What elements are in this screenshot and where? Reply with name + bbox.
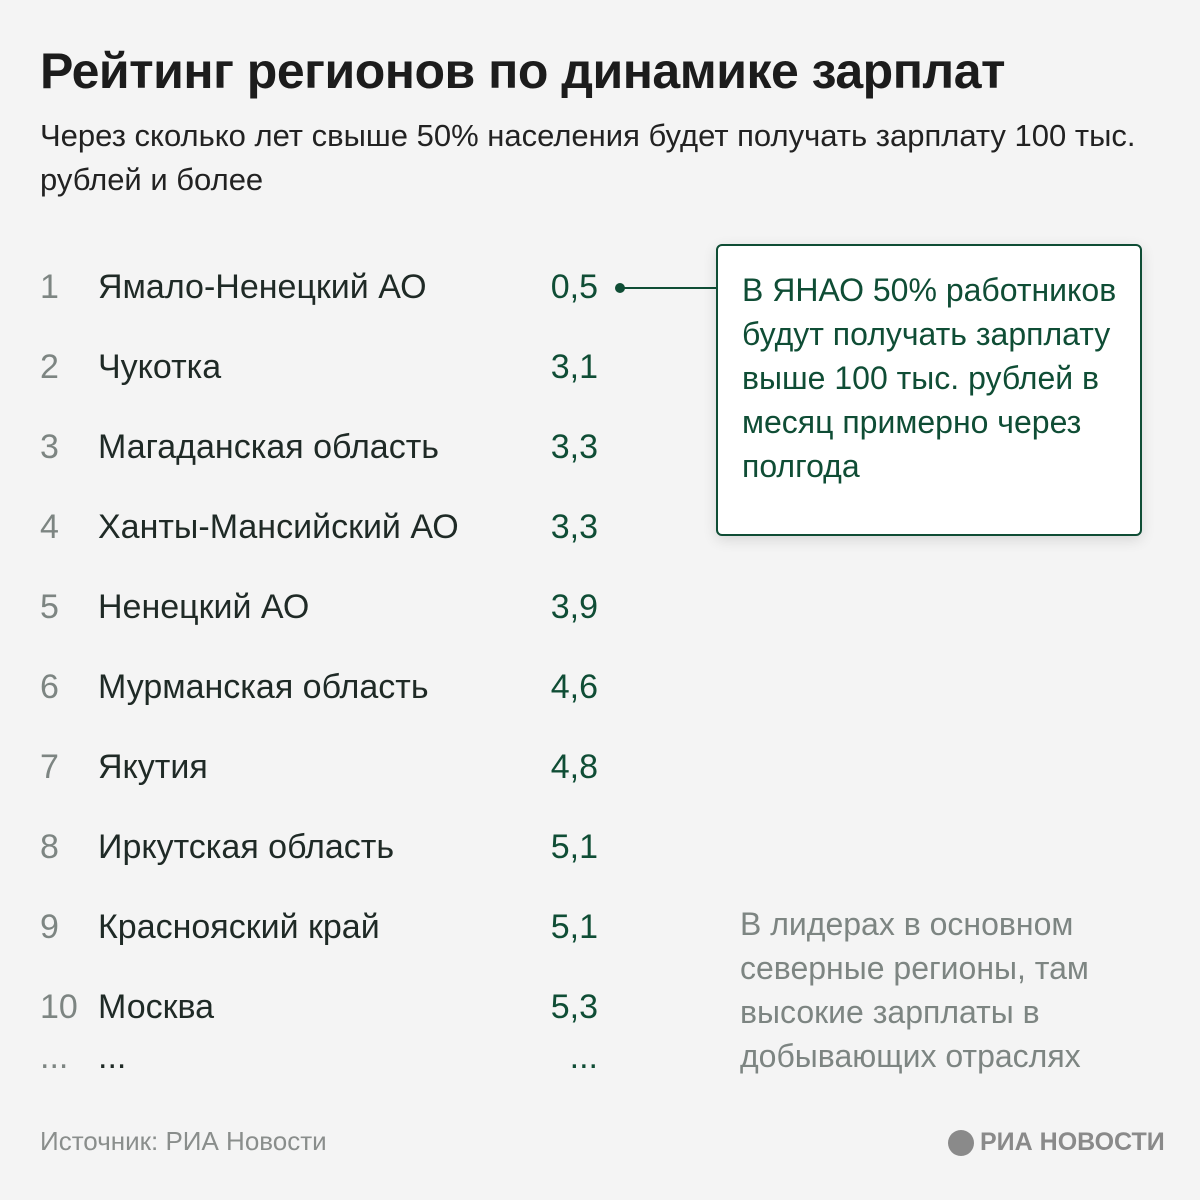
row-rank: 1	[40, 268, 59, 306]
source-text: Источник: РИА Новости	[40, 1126, 327, 1156]
row-rank: 8	[40, 828, 59, 866]
row-name: Ненецкий АО	[98, 588, 310, 626]
row-value: 4,6	[550, 668, 598, 706]
table-row: 5 Ненецкий АО 3,9	[0, 588, 620, 638]
row-value: 0,5	[550, 268, 598, 306]
row-rank: 9	[40, 908, 59, 946]
row-name: Москва	[98, 988, 215, 1026]
row-rank: 5	[40, 588, 59, 626]
row-value: 3,3	[550, 428, 598, 466]
table-row: 3 Магаданская область 3,3	[0, 428, 620, 478]
table-row: 10 Москва 5,3	[0, 988, 620, 1038]
row-name: Мурманская область	[98, 668, 429, 706]
table-row: 1 Ямало-Ненецкий АО 0,5	[0, 268, 620, 318]
table-row: 7 Якутия 4,8	[0, 748, 620, 798]
logo-text: РИА НОВОСТИ	[980, 1128, 1165, 1156]
row-name: Чукотка	[98, 348, 222, 386]
table-row: 8 Иркутская область 5,1	[0, 828, 620, 878]
callout-box: В ЯНАО 50% работников будут получать зар…	[716, 244, 1142, 536]
row-rank: ...	[40, 1038, 69, 1076]
row-name: Ямало-Ненецкий АО	[98, 268, 427, 306]
note-text: В лидерах в основном северные регионы, т…	[740, 906, 1089, 1074]
row-rank: 6	[40, 668, 59, 706]
row-value: 3,9	[550, 588, 598, 626]
subtitle: Через сколько лет свыше 50% населения бу…	[40, 118, 1136, 197]
table-row: .........	[0, 1038, 620, 1088]
globe-icon	[948, 1129, 974, 1156]
row-rank: 4	[40, 508, 59, 546]
page-title: Рейтинг регионов по динамике зарплат	[40, 43, 1005, 99]
row-value: 3,3	[550, 508, 598, 546]
row-value: 5,1	[550, 908, 598, 946]
row-name: Ханты-Мансийский АО	[98, 508, 459, 546]
table-row: 4 Ханты-Мансийский АО 3,3	[0, 508, 620, 558]
row-rank: 7	[40, 748, 59, 786]
table-row: 6 Мурманская область 4,6	[0, 668, 620, 718]
row-value: 4,8	[550, 748, 598, 786]
row-value: 3,1	[550, 348, 598, 386]
ria-logo: РИА НОВОСТИ	[948, 1128, 1165, 1157]
row-name: Якутия	[98, 748, 208, 786]
row-name: ...	[98, 1038, 127, 1076]
row-value: ...	[569, 1038, 598, 1076]
table-row: 2 Чукотка 3,1	[0, 348, 620, 398]
table-row: 9 Краснояский край 5,1	[0, 908, 620, 958]
row-name: Краснояский край	[98, 908, 380, 946]
row-rank: 10	[40, 988, 78, 1026]
row-value: 5,1	[550, 828, 598, 866]
row-name: Магаданская область	[98, 428, 439, 466]
row-value: 5,3	[550, 988, 598, 1026]
callout-connector	[620, 287, 718, 289]
row-rank: 3	[40, 428, 59, 466]
row-name: Иркутская область	[98, 828, 395, 866]
row-rank: 2	[40, 348, 59, 386]
